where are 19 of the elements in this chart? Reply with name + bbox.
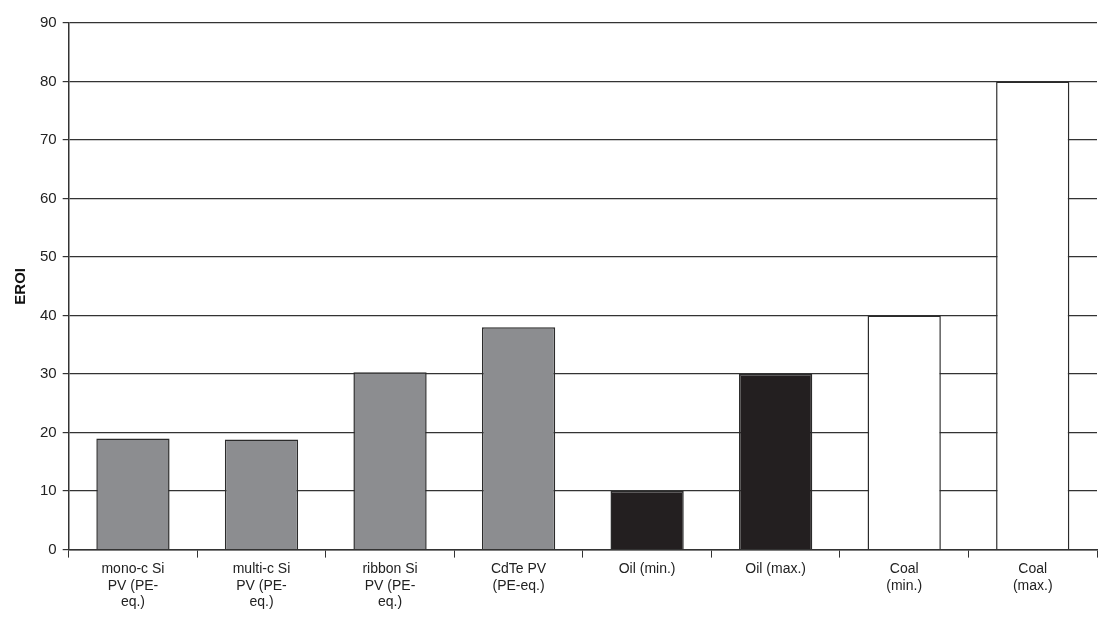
x-tick-label: Coal (max.): [1012, 559, 1053, 593]
y-tick-label: 80: [40, 71, 57, 89]
y-tick-label: 40: [40, 305, 57, 323]
y-tick-label: 90: [40, 13, 57, 31]
y-tick-label: 50: [40, 247, 57, 265]
y-tick-label: 10: [40, 481, 57, 499]
x-tick-label: mono-c Si PV (PE-eq.): [101, 559, 165, 610]
y-tick-label: 60: [40, 188, 57, 206]
y-tick-label: 70: [40, 130, 57, 148]
x-tick-label: ribbon Si PV (PE-eq.): [362, 559, 418, 610]
x-tick-label: Oil (min.): [618, 559, 676, 576]
y-tick-label: 0: [48, 539, 57, 557]
y-tick-label: 30: [40, 364, 57, 382]
y-tick-label: 20: [40, 422, 57, 440]
x-tick-label: multi-c Si PV (PE-eq.): [232, 559, 291, 610]
x-tick-label: Oil (max.): [745, 559, 806, 576]
x-tick-label: CdTe PV (PE-eq.): [490, 559, 547, 593]
y-axis-title: EROI: [11, 267, 29, 305]
x-tick-label: Coal (min.): [886, 559, 923, 593]
